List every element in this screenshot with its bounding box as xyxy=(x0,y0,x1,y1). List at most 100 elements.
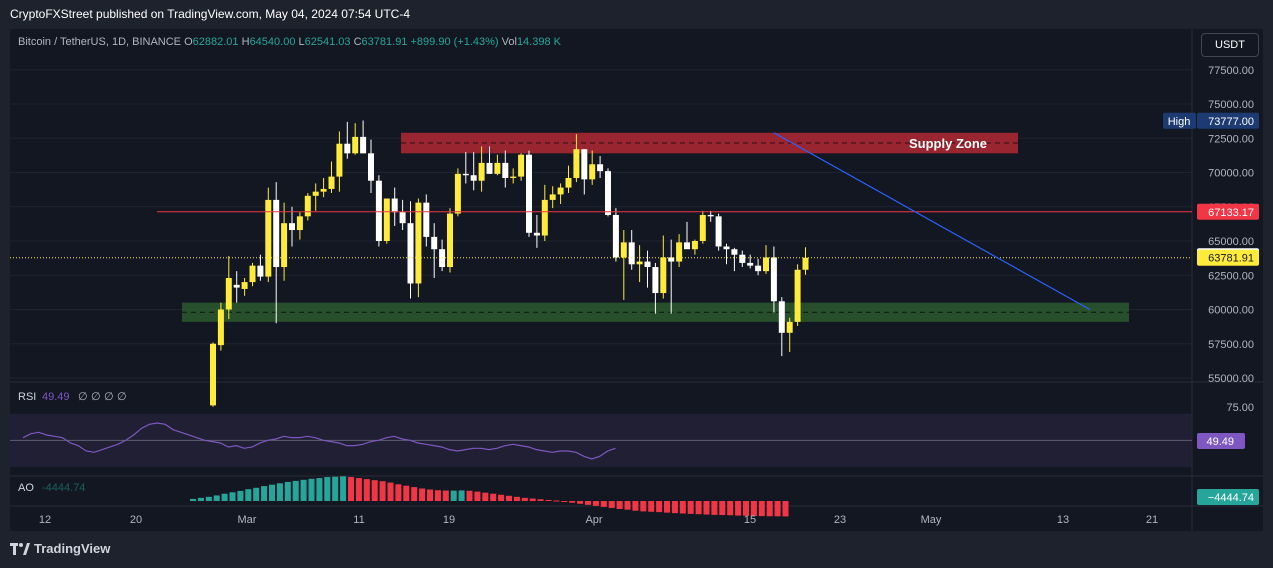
ao-bar xyxy=(197,497,204,501)
candle[interactable] xyxy=(557,183,564,205)
candle[interactable] xyxy=(628,230,635,270)
candle[interactable] xyxy=(368,139,374,194)
candle[interactable] xyxy=(210,342,216,407)
candle[interactable] xyxy=(289,206,295,247)
candle[interactable] xyxy=(707,210,714,222)
candle[interactable] xyxy=(755,258,762,276)
tradingview-brand[interactable]: TradingView xyxy=(10,541,110,556)
candle[interactable] xyxy=(786,317,793,352)
candle[interactable] xyxy=(510,168,517,184)
candle[interactable] xyxy=(778,297,785,357)
candle[interactable] xyxy=(281,202,288,281)
candle[interactable] xyxy=(549,186,556,209)
candle-body xyxy=(423,202,430,237)
candle[interactable] xyxy=(431,223,438,278)
candle[interactable] xyxy=(652,262,659,314)
candle[interactable] xyxy=(589,150,596,185)
candle[interactable] xyxy=(360,120,367,154)
candle[interactable] xyxy=(399,199,406,231)
candle[interactable] xyxy=(296,212,303,240)
candle[interactable] xyxy=(486,146,493,174)
time-tick-label: 13 xyxy=(1057,514,1069,526)
ao-bar xyxy=(750,501,757,516)
candle[interactable] xyxy=(699,210,706,244)
symbol-legend[interactable]: Bitcoin / TetherUS, 1D, BINANCE O62882.0… xyxy=(18,36,561,48)
candle[interactable] xyxy=(257,254,264,281)
ao-bar xyxy=(371,480,378,501)
time-tick-label: 21 xyxy=(1146,514,1158,526)
candle[interactable] xyxy=(770,246,777,313)
candle[interactable] xyxy=(573,134,580,183)
candle[interactable] xyxy=(304,193,311,221)
candle[interactable] xyxy=(794,264,801,326)
candle-body xyxy=(225,277,232,310)
candle[interactable] xyxy=(597,156,604,178)
candle[interactable] xyxy=(375,175,382,247)
candle[interactable] xyxy=(447,208,453,273)
candle[interactable] xyxy=(739,250,746,268)
candle[interactable] xyxy=(691,239,698,255)
candle[interactable] xyxy=(423,194,430,247)
candle[interactable] xyxy=(620,230,627,300)
ao-bar xyxy=(434,490,441,501)
candle[interactable] xyxy=(565,165,572,194)
candle[interactable] xyxy=(336,131,343,192)
ao-label: AO xyxy=(18,482,34,494)
candle[interactable] xyxy=(249,262,256,287)
candle[interactable] xyxy=(581,149,588,195)
candle[interactable] xyxy=(605,168,611,217)
candle[interactable] xyxy=(233,271,240,303)
candle[interactable] xyxy=(502,150,509,188)
candle[interactable] xyxy=(352,123,359,155)
candle[interactable] xyxy=(470,151,477,191)
candle[interactable] xyxy=(684,221,690,250)
candle[interactable] xyxy=(344,121,351,159)
candle[interactable] xyxy=(612,208,619,262)
candle-body xyxy=(289,223,295,231)
ao-bar xyxy=(695,501,702,515)
candle[interactable] xyxy=(533,214,540,248)
candle[interactable] xyxy=(715,213,722,251)
candle[interactable] xyxy=(723,243,730,265)
candle[interactable] xyxy=(763,245,769,274)
currency-button[interactable]: USDT xyxy=(1201,33,1259,57)
price-tick-label: 60000.00 xyxy=(1208,305,1254,317)
candle[interactable] xyxy=(660,235,667,299)
candle[interactable] xyxy=(320,177,327,198)
candle[interactable] xyxy=(217,302,224,351)
candle[interactable] xyxy=(747,254,754,269)
candle[interactable] xyxy=(526,150,532,237)
candle[interactable] xyxy=(439,239,446,272)
candle[interactable] xyxy=(676,234,683,268)
time-tick-label: May xyxy=(921,514,942,526)
candle[interactable] xyxy=(241,277,248,296)
candle[interactable] xyxy=(328,161,335,194)
candle[interactable] xyxy=(454,168,461,217)
ao-bar xyxy=(679,501,686,514)
tradingview-label: TradingView xyxy=(34,541,111,556)
candle[interactable] xyxy=(225,256,232,320)
candle[interactable] xyxy=(415,198,422,298)
candle[interactable] xyxy=(802,247,809,275)
candle[interactable] xyxy=(273,182,280,324)
candle[interactable] xyxy=(383,198,390,244)
candle[interactable] xyxy=(391,187,398,226)
candle[interactable] xyxy=(731,247,738,272)
candle[interactable] xyxy=(494,154,501,176)
candle[interactable] xyxy=(478,146,485,192)
candle[interactable] xyxy=(668,239,675,314)
candle-body xyxy=(541,199,548,236)
candle[interactable] xyxy=(462,151,469,184)
candle-body xyxy=(605,171,611,215)
high-label: H xyxy=(241,36,250,48)
candle[interactable] xyxy=(541,184,548,241)
ao-bar xyxy=(466,490,473,501)
candle[interactable] xyxy=(265,187,272,283)
candle[interactable] xyxy=(644,250,651,288)
candle[interactable] xyxy=(407,201,414,299)
rsi-placeholder: ∅ xyxy=(78,391,88,403)
candle[interactable] xyxy=(636,245,643,283)
candle[interactable] xyxy=(518,153,525,181)
candle[interactable] xyxy=(312,183,319,211)
